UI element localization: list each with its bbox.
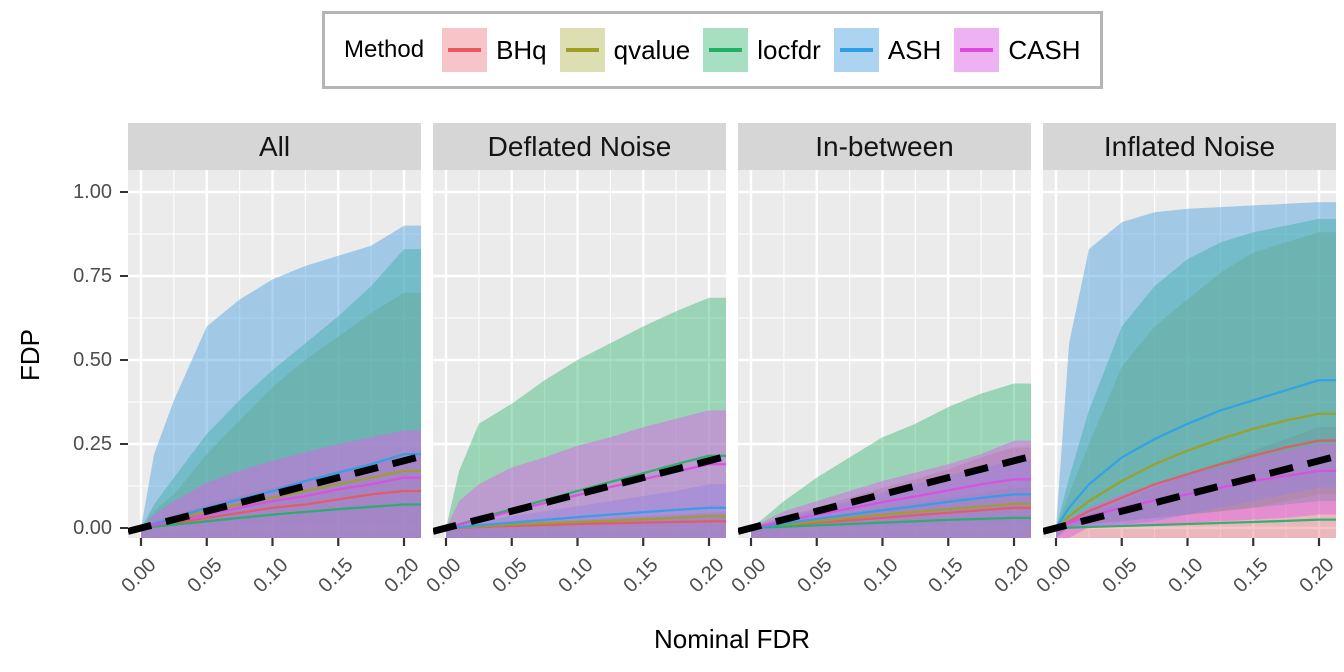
y-tick-mark — [120, 443, 128, 445]
x-tick-label: 0.15 — [1229, 554, 1273, 598]
facet-strip: All — [128, 123, 421, 170]
x-tick-labels: 0.00 0.05 0.10 0.15 0.20 — [422, 546, 729, 608]
reference-line-y-equals-x — [128, 453, 421, 535]
y-tick-label: 0.25 — [73, 433, 112, 455]
legend-item-BHq: BHq — [442, 28, 547, 72]
x-tick-label: 0.10 — [248, 554, 293, 598]
y-tick-mark — [120, 527, 128, 529]
x-tick-label: 0.15 — [314, 554, 358, 598]
x-tick-label: 0.00 — [727, 554, 771, 598]
legend-title: Method — [344, 36, 425, 63]
strip-label: All — [258, 131, 291, 162]
legend-key-line-CASH — [960, 48, 994, 52]
x-tick-label: 0.20 — [685, 554, 729, 598]
legend-key-line-locfdr — [709, 48, 743, 52]
legend-key-line-BHq — [448, 48, 482, 52]
x-tick-label: 0.10 — [553, 554, 598, 598]
y-axis: 1.00 0.75 0.50 0.25 0.00 — [0, 170, 128, 539]
legend-item-qvalue: qvalue — [559, 28, 691, 72]
y-tick-label: 0.00 — [73, 517, 112, 539]
y-tick-mark — [120, 359, 128, 361]
x-tick-label: 0.15 — [619, 554, 663, 598]
plot-area — [433, 170, 726, 546]
y-tick-label: 0.50 — [73, 349, 112, 371]
line-ASH — [445, 506, 726, 530]
line-ASH — [1055, 379, 1336, 529]
legend-key-swatch-ASH — [833, 28, 879, 72]
x-tick-labels: 0.00 0.05 0.10 0.15 0.20 — [117, 546, 424, 608]
facet-strip: Deflated Noise — [433, 123, 726, 170]
line-qvalue — [1055, 412, 1336, 529]
ribbon-CASH — [446, 410, 726, 538]
facet-panel-all: All 0.00 0.05 0.10 0.15 0.20 — [117, 123, 424, 608]
strip-label: Inflated Noise — [1103, 131, 1276, 162]
legend-key-swatch-CASH — [954, 28, 1000, 72]
x-tick-label: 0.00 — [422, 554, 466, 598]
legend-key-line-ASH — [839, 48, 873, 52]
line-locfdr — [750, 516, 1031, 530]
line-locfdr — [1055, 518, 1336, 530]
x-tick-label: 0.05 — [793, 554, 837, 598]
legend-label-CASH: CASH — [1008, 34, 1081, 65]
x-tick-label: 0.00 — [1032, 554, 1076, 598]
reference-line-y-equals-x — [433, 453, 726, 535]
x-tick-label: 0.05 — [183, 554, 227, 598]
legend-key-swatch-qvalue — [559, 28, 605, 72]
legend-key-swatch-locfdr — [703, 28, 749, 72]
plot-area — [1043, 170, 1336, 546]
legend-label-locfdr: locfdr — [757, 34, 821, 65]
legend-items: BHq qvalue locfdr ASH CASH — [442, 28, 1081, 72]
line-BHq — [1055, 439, 1336, 530]
legend-item-ASH: ASH — [833, 28, 942, 72]
facet-panel-in-between: In-between 0.00 0.05 0.10 0.15 0.20 — [727, 123, 1034, 608]
legend-label-qvalue: qvalue — [613, 34, 691, 65]
strip-label: In-between — [815, 131, 954, 162]
x-tick-label: 0.05 — [488, 554, 532, 598]
x-tick-label: 0.20 — [380, 554, 424, 598]
x-tick-label: 0.05 — [1098, 554, 1142, 598]
x-tick-label: 0.10 — [858, 554, 903, 598]
legend-box: Method BHq qvalue locfdr ASH CASH — [322, 11, 1103, 89]
x-tick-label: 0.20 — [990, 554, 1034, 598]
y-tick-mark — [120, 191, 128, 193]
facet-strip: Inflated Noise — [1043, 123, 1336, 170]
reference-line-y-equals-x — [1043, 453, 1336, 535]
plot-area — [738, 170, 1031, 546]
legend-key-swatch-BHq — [442, 28, 488, 72]
legend-label-BHq: BHq — [496, 34, 547, 65]
y-tick-label: 1.00 — [73, 181, 112, 203]
x-tick-label: 0.15 — [924, 554, 968, 598]
legend-key-line-qvalue — [565, 48, 599, 52]
plot-area — [128, 170, 421, 546]
facet-panel-inflated-noise: Inflated Noise 0.00 0.05 0.10 0.15 0.20 — [1032, 123, 1339, 608]
x-tick-label: 0.00 — [117, 554, 161, 598]
y-tick-label: 0.75 — [73, 265, 112, 287]
strip-label: Deflated Noise — [487, 131, 672, 162]
line-locfdr — [140, 503, 421, 530]
x-tick-labels: 0.00 0.05 0.10 0.15 0.20 — [727, 546, 1034, 608]
y-tick-mark — [120, 275, 128, 277]
x-tick-labels: 0.00 0.05 0.10 0.15 0.20 — [1032, 546, 1339, 608]
facet-strip: In-between — [738, 123, 1031, 170]
reference-line-y-equals-x — [738, 453, 1031, 535]
legend-label-ASH: ASH — [887, 34, 942, 65]
legend-item-CASH: CASH — [954, 28, 1081, 72]
x-axis-title: Nominal FDR — [653, 624, 811, 654]
legend-item-locfdr: locfdr — [703, 28, 821, 72]
facet-panel-deflated-noise: Deflated Noise 0.00 0.05 0.10 0.15 0.20 — [422, 123, 729, 608]
x-tick-label: 0.20 — [1295, 554, 1339, 598]
x-tick-label: 0.10 — [1163, 554, 1208, 598]
